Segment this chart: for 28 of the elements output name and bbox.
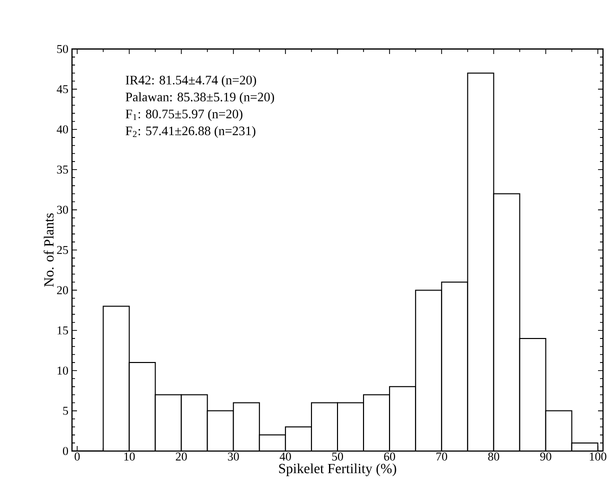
- annotation: F$_{2}$: 57.41±26.88 (n=231): [126, 126, 256, 138]
- annotation: IR42: 81.54±4.74 (n=20): [126, 75, 256, 88]
- x-tick-label: 40: [280, 452, 291, 461]
- x-tick-label: 0: [74, 452, 80, 461]
- y-tick-label: 30: [57, 206, 68, 214]
- y-tick-label: 0: [62, 446, 68, 456]
- y-tick-label: 25: [57, 246, 68, 254]
- x-tick-label: 30: [228, 452, 239, 461]
- x-tick-label: 20: [176, 452, 187, 461]
- y-tick-label: 35: [57, 166, 68, 174]
- y-tick-label: 40: [56, 125, 68, 134]
- y-tick-label: 20: [57, 286, 68, 294]
- annotation: F$_{1}$: 80.75±5.97 (n=20): [126, 109, 242, 121]
- y-tick-label: 10: [58, 366, 68, 375]
- y-axis-title: No. of Plants: [44, 213, 54, 287]
- y-tick-label: 15: [58, 326, 68, 334]
- x-axis-title: Spikelet Fertility (%): [279, 463, 396, 476]
- x-tick-label: 100: [590, 452, 606, 461]
- x-tick-label: 60: [384, 452, 396, 461]
- y-tick-label: 45: [56, 85, 68, 94]
- x-tick-label: 90: [540, 452, 552, 461]
- x-tick-label: 70: [436, 452, 448, 461]
- y-tick-label: 50: [57, 44, 68, 54]
- x-tick-label: 50: [332, 452, 344, 461]
- x-tick-label: 80: [488, 452, 500, 461]
- x-tick-label: 10: [124, 452, 135, 461]
- annotation: Palawan: 85.38±5.19 (n=20): [126, 92, 274, 104]
- y-tick-label: 5: [63, 406, 68, 415]
